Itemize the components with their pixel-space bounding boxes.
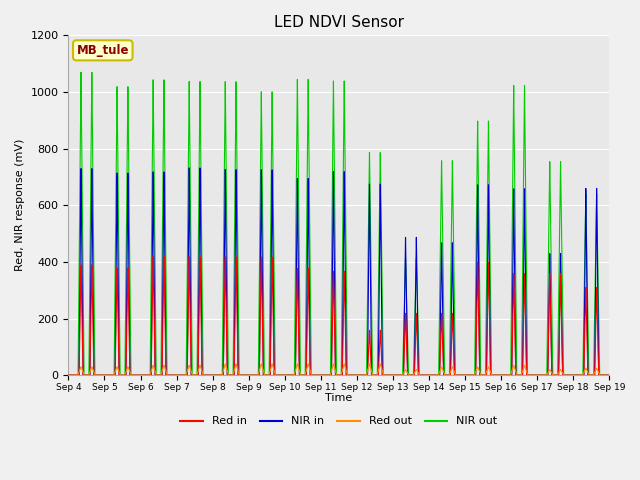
Legend: Red in, NIR in, Red out, NIR out: Red in, NIR in, Red out, NIR out [176,412,502,431]
X-axis label: Time: Time [325,393,353,403]
Text: MB_tule: MB_tule [77,44,129,57]
Y-axis label: Red, NIR response (mV): Red, NIR response (mV) [15,139,25,272]
Title: LED NDVI Sensor: LED NDVI Sensor [274,15,404,30]
